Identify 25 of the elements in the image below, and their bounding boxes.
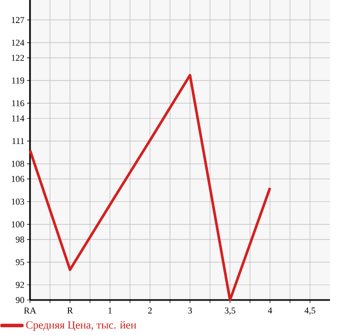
y-tick-label: 98 — [16, 236, 24, 242]
x-tick-label: 3,5 — [224, 308, 236, 315]
y-tick-label: 95 — [16, 259, 24, 266]
y-tick-label: 111 — [12, 138, 24, 144]
x-tick-label: 4 — [268, 308, 272, 314]
y-tick-label: 100 — [12, 221, 24, 228]
x-tick-label: R — [67, 308, 73, 314]
x-tick-label: 1 — [108, 308, 112, 314]
y-tick-label: 119 — [12, 78, 24, 84]
y-tick-label: 92 — [16, 282, 24, 288]
y-tick-label: 103 — [12, 198, 24, 205]
x-tick-label: 4,5 — [304, 308, 316, 315]
y-tick-label: 116 — [12, 100, 24, 106]
legend-label: Средняя Цена, тыс. йен — [26, 321, 136, 331]
line-series — [28, 74, 272, 302]
y-tick-label: 124 — [12, 40, 24, 46]
x-tick-label: RA — [24, 308, 36, 314]
y-tick-label: 114 — [12, 115, 24, 122]
y-tick-label: 127 — [12, 17, 24, 23]
y-tick-label: 106 — [12, 176, 24, 182]
y-tick-label: 90 — [16, 296, 24, 304]
x-tick-label: 3 — [188, 308, 192, 314]
y-tick-label: 108 — [12, 160, 24, 167]
x-tick-label: 2 — [148, 308, 152, 314]
y-tick-label: 122 — [12, 54, 24, 61]
